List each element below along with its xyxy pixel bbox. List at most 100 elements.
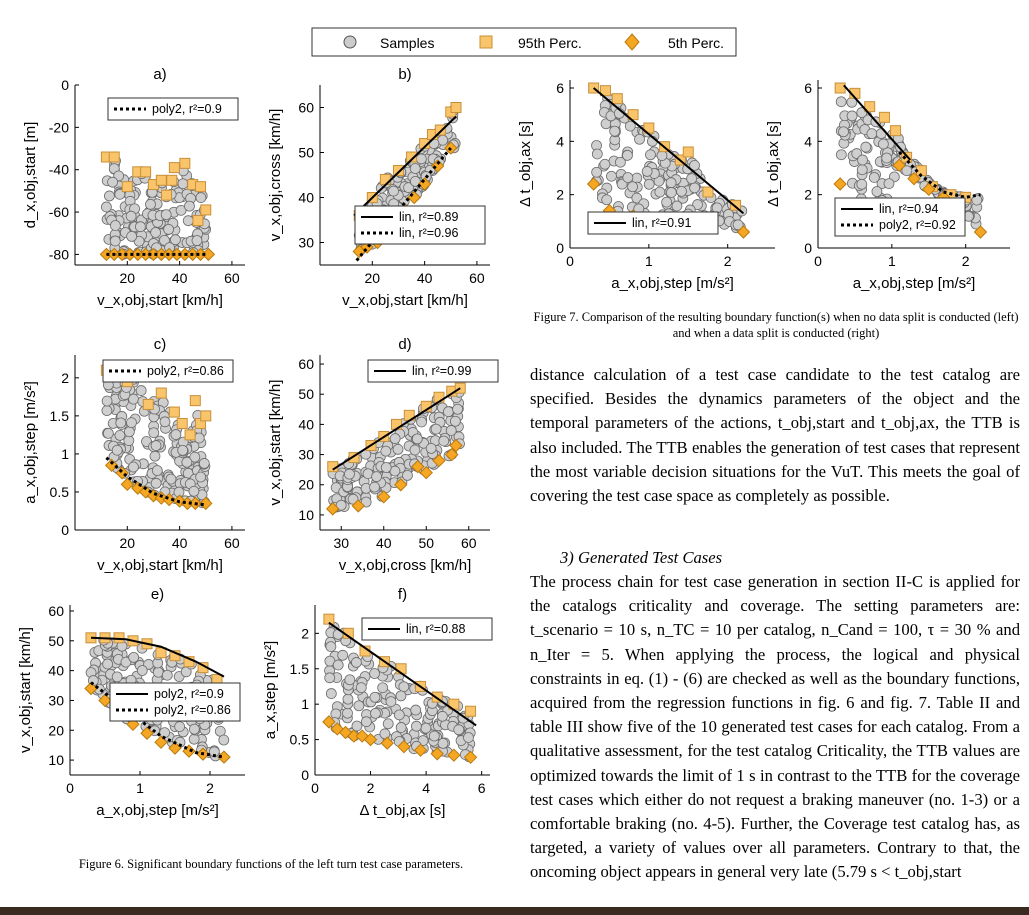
sample-point	[411, 433, 423, 445]
sample-point	[191, 235, 203, 246]
p5-point	[449, 438, 463, 453]
sample-point	[111, 671, 123, 683]
sample-point	[369, 668, 380, 679]
sample-point	[591, 148, 603, 160]
p95-point	[682, 146, 694, 158]
sample-point	[163, 223, 175, 235]
sample-point	[601, 194, 613, 206]
sample-point	[398, 681, 410, 693]
y-tick-label: -80	[49, 246, 69, 262]
paragraph-1: distance calculation of a test case cand…	[530, 365, 1020, 506]
sample-point	[126, 230, 138, 242]
sample-point	[442, 406, 454, 418]
y-tick-label: 0	[61, 77, 69, 93]
legend-samples-marker	[343, 35, 357, 49]
sample-point	[453, 724, 465, 736]
sample-point	[692, 199, 703, 210]
chart-c: 20 40 60 0 0.5 1 1.5 2 c) v_x,obj,start [km/h] a_x…	[22, 336, 245, 574]
y-tick-label: 0	[804, 240, 812, 256]
p5-point	[463, 750, 478, 764]
y-axis-label: Δ t_obj,ax [s]	[765, 121, 782, 207]
fit-legend-box	[587, 211, 719, 235]
y-tick-label: 0.5	[290, 732, 310, 748]
y-tick-label: 10	[48, 752, 64, 768]
p5-point	[338, 725, 353, 740]
sample-point	[150, 477, 162, 489]
p95-point	[450, 102, 462, 113]
y-tick-label: 1.5	[50, 408, 70, 424]
x-tick-label: 60	[224, 270, 240, 286]
sample-point	[109, 220, 121, 231]
p5-point	[162, 492, 176, 507]
sample-point	[182, 215, 194, 227]
sample-point	[838, 126, 849, 138]
y-tick-label: 6	[804, 80, 812, 96]
p5-point	[355, 729, 369, 743]
p95-point	[113, 632, 125, 644]
sample-point	[145, 198, 156, 210]
fit-legend-label: poly2, r²=0.86	[154, 703, 231, 717]
sample-point	[120, 656, 132, 668]
p95-point	[200, 204, 212, 216]
p5-point	[377, 490, 391, 504]
y-tick-label: 30	[48, 692, 64, 708]
p95-point	[611, 93, 623, 105]
p5-point	[907, 171, 921, 186]
p5-point	[182, 744, 196, 758]
chart-title: e)	[151, 586, 164, 603]
sample-point	[403, 182, 414, 194]
y-tick-label: 2	[556, 187, 564, 203]
sample-point	[711, 202, 723, 214]
y-tick-label: 20	[298, 477, 314, 493]
y-tick-label: 0	[301, 767, 309, 783]
x-axis-label: a_x,obj,step [m/s²]	[853, 275, 976, 292]
fit-legend-label: poly2, r²=0.9	[154, 687, 224, 701]
fit-legend-box	[354, 205, 486, 245]
sample-point	[901, 165, 913, 177]
fit-legend-label: lin, r²=0.94	[879, 202, 938, 216]
sample-point	[160, 209, 172, 220]
sample-point	[128, 461, 139, 473]
sample-point	[101, 395, 113, 407]
sample-point	[159, 416, 171, 428]
chart-title: a)	[153, 66, 166, 83]
x-axis-label: v_x,obj,start [km/h]	[97, 292, 223, 309]
y-tick-label: 10	[298, 507, 314, 523]
sample-point	[151, 465, 163, 476]
p95-point	[730, 199, 742, 211]
p95-point	[155, 387, 167, 399]
sample-point	[385, 696, 397, 708]
sample-point	[188, 485, 200, 497]
sample-point	[379, 728, 391, 740]
sample-point	[347, 493, 359, 505]
fit-line	[332, 387, 461, 471]
p5-point	[417, 177, 432, 191]
sample-point	[634, 133, 645, 145]
p5-point	[120, 477, 135, 492]
chart-e: 0 1 2 10 20 30 40 50 60 e) a_x,obj,step [m/s²] v_x,…	[17, 586, 245, 819]
chart-f: 0 2 4 6 0 0.5 1 1.5 2 f) Δ t_obj,ax [s] a_x,step [m…	[262, 586, 493, 819]
x-tick-label: 40	[417, 270, 433, 286]
sample-point	[624, 120, 636, 132]
p5-point	[104, 458, 119, 473]
p95-point	[161, 189, 173, 201]
sample-point	[856, 178, 868, 190]
y-tick-label: 50	[298, 386, 314, 402]
p95-point	[195, 181, 207, 193]
sample-point	[881, 152, 893, 164]
x-tick-label: 2	[724, 253, 732, 269]
sample-point	[661, 196, 673, 208]
x-axis-label: v_x,obj,start [km/h]	[342, 292, 468, 309]
fit-line	[328, 621, 477, 727]
figure-7-caption: Figure 7. Comparison of the resulting bo…	[533, 310, 1019, 340]
x-tick-label: 0	[814, 253, 822, 269]
sample-point	[371, 471, 382, 483]
sample-point	[177, 178, 189, 190]
sample-point	[126, 417, 137, 429]
x-tick-label: 0	[66, 780, 74, 796]
x-tick-label: 1	[136, 780, 144, 796]
sample-point	[438, 435, 450, 447]
x-tick-label: 40	[376, 535, 392, 551]
sample-point	[445, 425, 457, 436]
